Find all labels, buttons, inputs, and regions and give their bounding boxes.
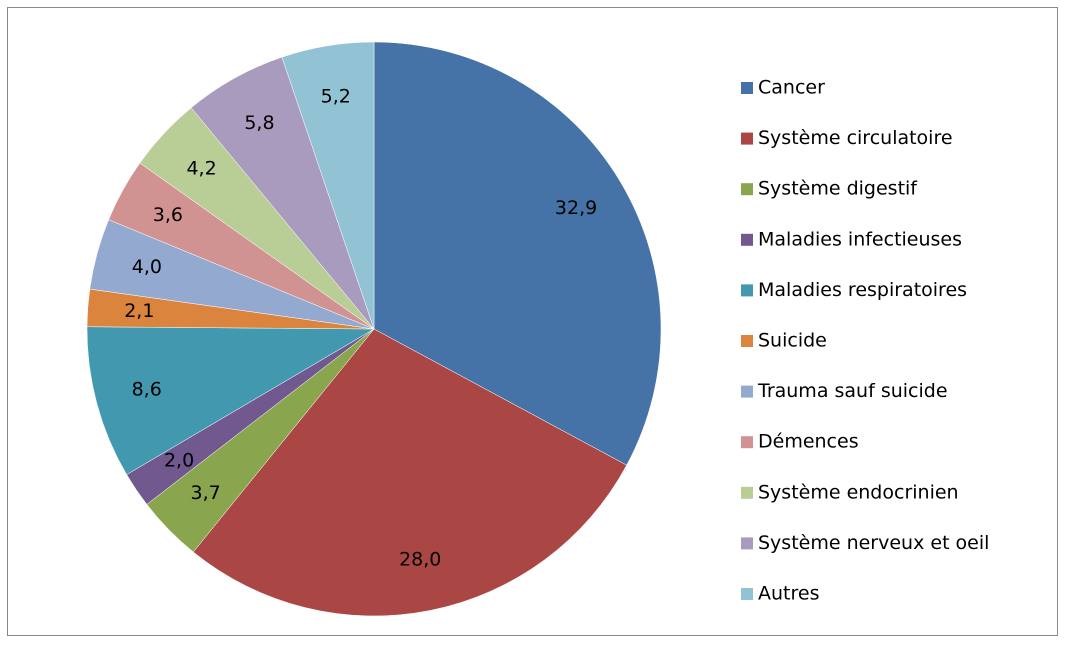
legend-label: Autres: [758, 583, 819, 605]
legend-label: Suicide: [758, 330, 827, 352]
legend-swatch: [741, 335, 753, 347]
legend-label: Système endocrinien: [758, 481, 959, 503]
pie-slice: [192, 328, 627, 617]
legend-swatch: [741, 537, 753, 550]
legend-label: Maladies infectieuses: [758, 228, 962, 250]
pie-slice: [86, 326, 375, 475]
legend-label: Cancer: [758, 77, 825, 99]
legend-swatch: [741, 82, 753, 94]
data-label: 2,1: [124, 300, 154, 322]
legend-swatch: [741, 588, 753, 600]
legend-label: Démences: [758, 431, 859, 453]
legend-swatch: [741, 132, 753, 145]
legend-label: Système nerveux et oeil: [758, 532, 989, 554]
data-label: 4,0: [132, 256, 162, 278]
data-label: 2,0: [164, 449, 194, 471]
data-label: 5,2: [321, 85, 351, 107]
legend-label: Trauma sauf suicide: [757, 380, 948, 402]
data-label: 4,2: [186, 157, 216, 179]
legend-swatch: [741, 486, 753, 499]
legend-label: Système digestif: [758, 178, 918, 200]
data-label: 8,6: [132, 378, 162, 400]
legend-swatch: [741, 385, 753, 398]
pie-slice: [373, 41, 662, 466]
legend-swatch: [741, 436, 753, 449]
legend-swatch: [741, 284, 753, 297]
data-label: 3,7: [191, 482, 221, 504]
legend-swatch: [741, 183, 753, 196]
legend-label: Maladies respiratoires: [758, 279, 967, 301]
data-label: 5,8: [244, 112, 274, 134]
pie-slice: [281, 41, 375, 330]
legend-swatch: [741, 233, 753, 246]
data-label: 32,9: [555, 197, 597, 219]
legend-label: Système circulatoire: [758, 127, 953, 149]
data-label: 3,6: [153, 204, 183, 226]
data-label: 28,0: [399, 548, 441, 570]
